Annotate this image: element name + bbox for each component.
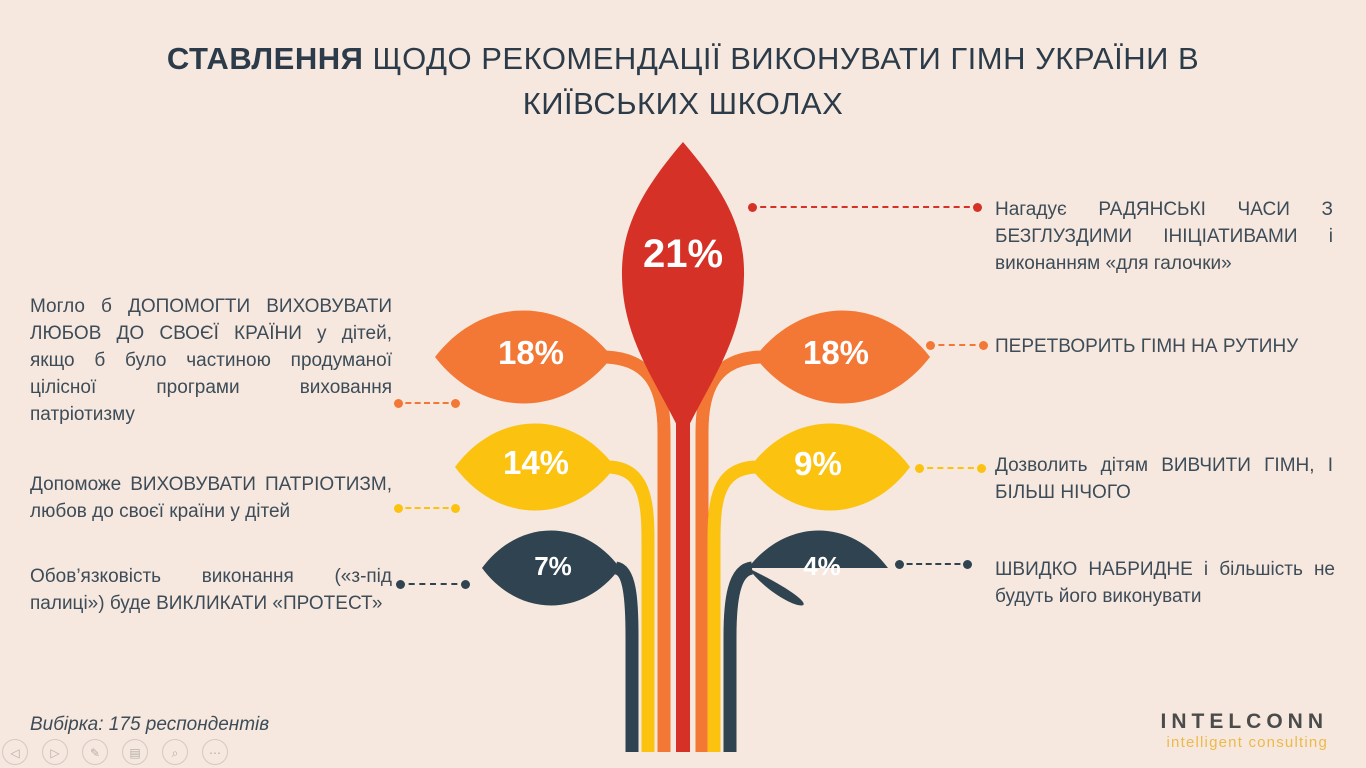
connector-dark-left: [396, 579, 470, 589]
show-all-slides-button[interactable]: ▤: [122, 739, 148, 765]
value-label-4: 4%: [803, 551, 841, 581]
company-logo: INTELCONN intelligent consulting: [1161, 710, 1329, 751]
slides-grid-icon: ▤: [129, 746, 141, 760]
next-icon: ▷: [50, 746, 60, 760]
magnifier-icon: ⌕: [171, 746, 179, 760]
leaf-left-14: [455, 423, 615, 511]
leaf-right-9: [750, 423, 910, 511]
previous-slide-button[interactable]: ◁: [2, 739, 28, 765]
annotation-right-21: Нагадує РАДЯНСЬКІ ЧАСИ З БЕЗГЛУЗДИМИ ІНІ…: [995, 199, 1333, 274]
leaf-left-18: [435, 310, 612, 404]
more-options-button[interactable]: ⋯: [202, 739, 228, 765]
stem-left-dark: [613, 561, 639, 752]
title-line2: КИЇВСЬКИХ ШКОЛАХ: [522, 85, 844, 121]
title-emphasis: СТАВЛЕННЯ: [166, 40, 364, 76]
slideshow-controls: ◁ ▷ ✎ ▤ ⌕ ⋯: [2, 739, 228, 765]
value-label-18-right: 18%: [802, 334, 870, 371]
pen-icon: ✎: [89, 746, 101, 760]
stem-left-yellow: [609, 460, 655, 752]
value-label-9: 9%: [794, 445, 842, 482]
leaf-right-4: [748, 530, 888, 606]
sample-size-note: Вибірка: 175 респондентів: [30, 714, 270, 735]
annotation-left-7: Обов’язковість виконання («з-під палиці»…: [30, 566, 392, 614]
stem-left-orange: [605, 350, 671, 752]
logo-tagline: intelligent consulting: [1166, 734, 1328, 751]
next-slide-button[interactable]: ▷: [42, 739, 68, 765]
pen-tools-button[interactable]: ✎: [82, 739, 108, 765]
connector-orange-left: [394, 398, 460, 408]
value-label-7: 7%: [534, 551, 572, 581]
title-line1-rest: ЩОДО РЕКОМЕНДАЦІЇ ВИКОНУВАТИ ГІМН УКРАЇН…: [363, 40, 1200, 76]
page-title: СТАВЛЕННЯ ЩОДО РЕКОМЕНДАЦІЇ ВИКОНУВАТИ Г…: [93, 37, 1273, 127]
stem-right-yellow: [707, 460, 756, 752]
stem-right-dark: [723, 561, 754, 752]
connector-yellow-left: [394, 503, 460, 513]
flower-leaves: [435, 142, 930, 606]
ellipsis-icon: ⋯: [209, 746, 221, 760]
value-label-18-left: 18%: [497, 334, 565, 371]
connector-dark-right: [895, 559, 972, 569]
connector-orange-right: [926, 340, 988, 350]
value-label-21: 21%: [642, 232, 724, 276]
leaf-top-21: [621, 142, 745, 438]
annotation-right-9: Дозволить дітям ВИВЧИТИ ГІМН, І БІЛЬШ НІ…: [995, 455, 1333, 503]
annotation-left-18: Могло б ДОПОМОГТИ ВИХОВУВАТИ ЛЮБОВ ДО СВ…: [30, 296, 392, 425]
annotation-left-14: Допоможе ВИХОВУВАТИ ПАТРІОТИЗМ, любов до…: [30, 474, 392, 522]
leaf-right-18: [755, 310, 930, 404]
value-label-14: 14%: [502, 444, 570, 481]
flower-stems: [605, 350, 761, 752]
annotation-right-18: ПЕРЕТВОРИТЬ ГІМН НА РУТИНУ: [995, 336, 1299, 357]
connector-yellow-right: [915, 463, 986, 473]
stem-right-orange: [695, 350, 761, 752]
previous-icon: ◁: [10, 746, 20, 760]
leaf-left-7: [482, 530, 620, 606]
annotation-right-4: ШВИДКО НАБРИДНЕ і більшість не будуть йо…: [995, 559, 1335, 607]
logo-brand-text: INTELCONN: [1160, 710, 1328, 733]
connector-red-right: [748, 202, 982, 212]
zoom-button[interactable]: ⌕: [162, 739, 188, 765]
